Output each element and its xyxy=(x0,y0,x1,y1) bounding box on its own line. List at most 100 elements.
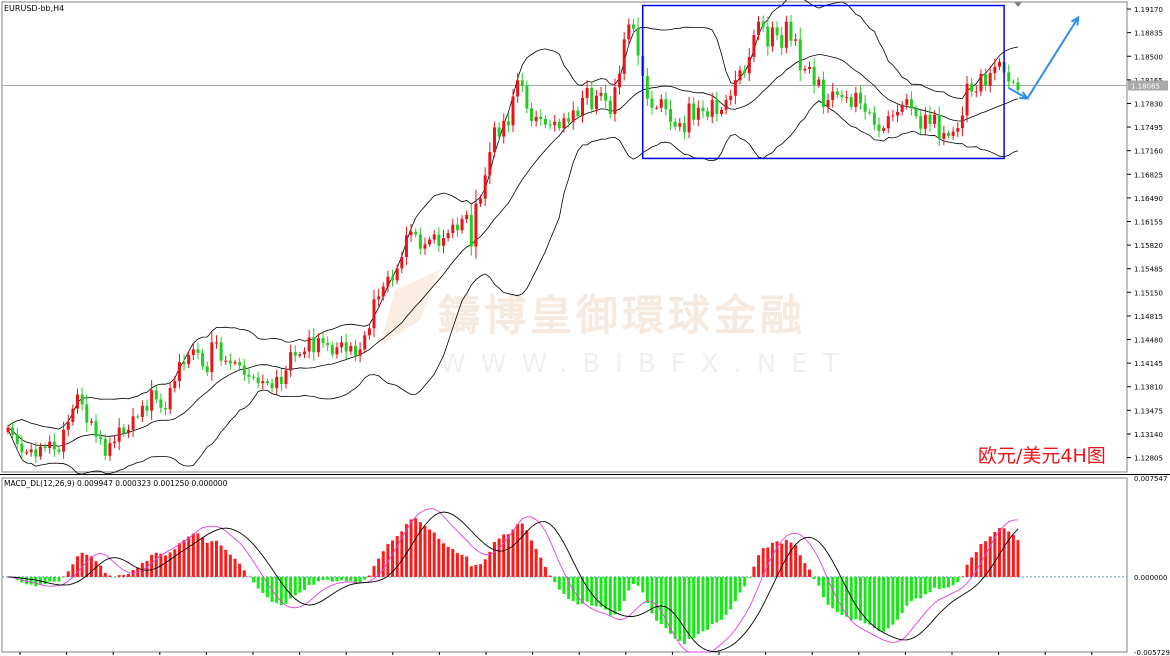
watermark: 鑄博皇御環球金融 WWW.BIBFX.NET xyxy=(380,270,839,379)
macd-histogram-bar xyxy=(914,576,918,599)
macd-histogram-bar xyxy=(743,576,747,587)
macd-histogram-bar xyxy=(353,576,357,583)
candle-body xyxy=(492,127,496,153)
macd-histogram-bar xyxy=(224,549,228,577)
candle-body xyxy=(729,95,733,100)
macd-histogram-bar xyxy=(706,576,710,630)
macd-histogram-bar xyxy=(599,576,603,607)
price-tick-label: 1.14145 xyxy=(1134,360,1163,368)
macd-signal-line xyxy=(7,508,1019,653)
candle-body xyxy=(187,355,191,365)
macd-histogram-bar xyxy=(367,575,371,577)
candle-body xyxy=(43,446,47,449)
bollinger-middle-band xyxy=(7,54,1019,447)
candle-body xyxy=(706,111,710,117)
candle-body xyxy=(854,92,858,107)
macd-histogram-bar xyxy=(233,558,237,577)
candle-body xyxy=(395,268,399,281)
candle-body xyxy=(400,257,404,269)
candle-body xyxy=(432,234,436,240)
candle-body xyxy=(896,111,900,116)
candle-body xyxy=(326,343,330,346)
macd-histogram-bar xyxy=(437,538,441,577)
candle-body xyxy=(590,87,594,110)
candle-body xyxy=(1011,81,1015,83)
chart-caption: 欧元/美元4H图 xyxy=(978,445,1106,467)
macd-histogram-bar xyxy=(428,529,432,577)
candle-body xyxy=(696,107,700,120)
price-tick-label: 1.18835 xyxy=(1134,30,1163,38)
macd-histogram-bar xyxy=(66,571,70,577)
candle-body xyxy=(794,39,798,41)
macd-histogram-bar xyxy=(673,576,677,639)
candle-body xyxy=(312,337,316,353)
candle-body xyxy=(988,73,992,86)
macd-histogram-bar xyxy=(548,575,552,577)
candle-body xyxy=(85,404,89,423)
macd-tick-label: -0.005729 xyxy=(1134,649,1170,656)
candle-body xyxy=(979,73,983,92)
candle-body xyxy=(585,87,589,98)
candle-body xyxy=(627,24,631,40)
macd-histogram-bar xyxy=(275,576,279,603)
candle-body xyxy=(752,35,756,57)
candle-body xyxy=(414,231,418,235)
candle-body xyxy=(835,91,839,96)
candle-body xyxy=(956,128,960,132)
candle-body xyxy=(126,429,130,434)
candle-body xyxy=(52,441,56,450)
candle-body xyxy=(877,124,881,131)
macd-histogram-bar xyxy=(794,545,798,577)
candle-body xyxy=(108,443,112,456)
macd-histogram-bar xyxy=(826,576,830,605)
macd-histogram-bar xyxy=(99,565,103,577)
watermark-logo-icon xyxy=(380,270,440,345)
macd-histogram-bar xyxy=(803,563,807,577)
price-tick-label: 1.16490 xyxy=(1134,195,1163,203)
candle-body xyxy=(511,96,515,126)
candle-body xyxy=(650,98,654,108)
macd-histogram-bar xyxy=(585,576,589,602)
candle-body xyxy=(214,342,218,344)
candle-body xyxy=(530,108,534,122)
candle-body xyxy=(219,342,223,361)
macd-histogram-bar xyxy=(340,576,344,580)
candle-body xyxy=(381,286,385,297)
macd-histogram-bar xyxy=(530,540,534,577)
candle-body xyxy=(594,95,598,110)
candle-body xyxy=(951,131,955,136)
candle-body xyxy=(391,276,395,281)
macd-histogram-bar xyxy=(687,576,691,639)
macd-histogram-bar xyxy=(613,576,617,615)
candle-body xyxy=(330,345,334,355)
candle-body xyxy=(469,214,473,247)
macd-histogram-bar xyxy=(636,576,640,586)
candle-body xyxy=(66,421,70,430)
price-tick-label: 1.14815 xyxy=(1134,313,1163,321)
macd-histogram-bar xyxy=(858,576,862,621)
macd-histogram-bar xyxy=(701,576,705,632)
macd-histogram-bar xyxy=(265,576,269,598)
macd-histogram-bar xyxy=(780,543,784,577)
macd-histogram-bar xyxy=(177,543,181,577)
candle-body xyxy=(525,85,529,109)
candle-body xyxy=(909,99,913,109)
candle-body xyxy=(316,338,320,353)
macd-histogram-bar xyxy=(451,548,455,577)
macd-histogram-bar xyxy=(418,522,422,577)
candle-body xyxy=(298,354,302,356)
macd-histogram-bar xyxy=(205,543,209,577)
macd-histogram-bar xyxy=(757,555,761,577)
candle-body xyxy=(6,427,10,432)
candle-body xyxy=(543,118,547,125)
macd-histogram-bar xyxy=(567,576,571,599)
macd-histogram-bar xyxy=(882,576,886,632)
macd-histogram-bar xyxy=(80,552,84,577)
candle-body xyxy=(99,436,103,439)
macd-histogram-bar xyxy=(956,576,960,583)
macd-histogram-bar xyxy=(590,576,594,606)
candle-body xyxy=(455,224,459,231)
price-tick-label: 1.15485 xyxy=(1134,266,1163,274)
macd-histogram-bar xyxy=(187,536,191,577)
